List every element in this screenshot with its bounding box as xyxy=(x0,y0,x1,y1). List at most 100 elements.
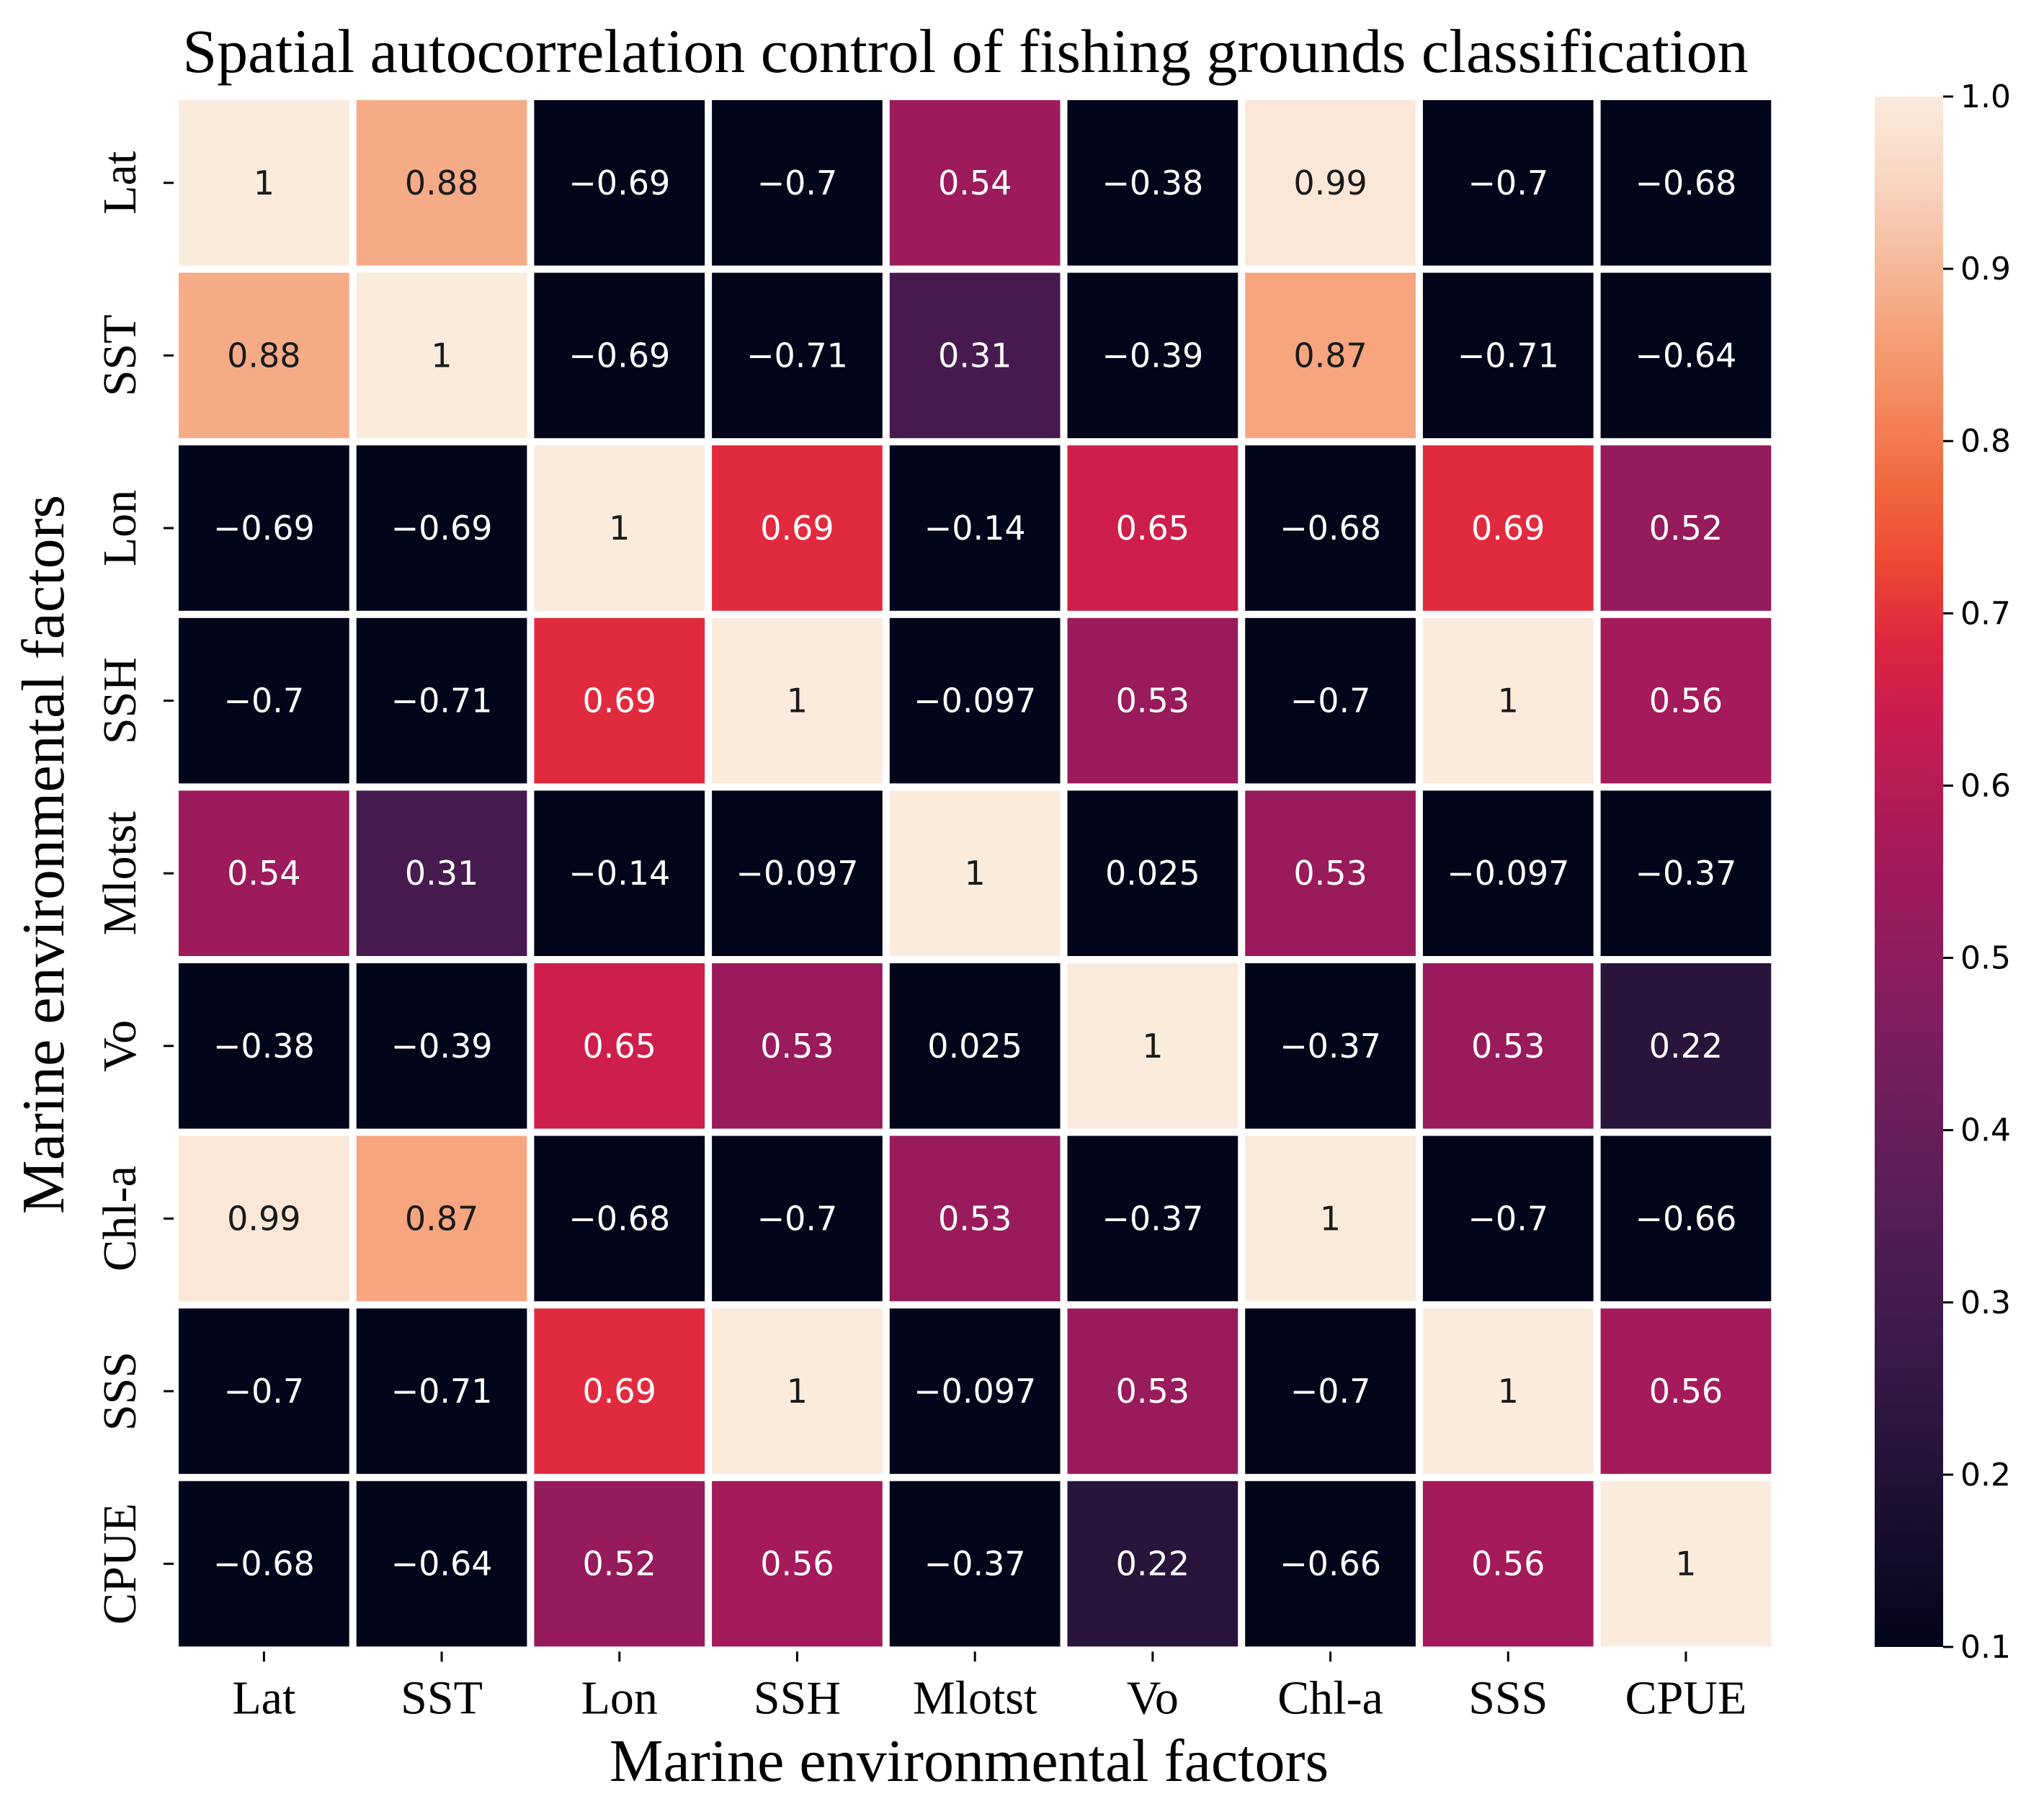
x-tick-label: SSH xyxy=(754,1671,841,1724)
heatmap-cell xyxy=(712,617,883,784)
cell-value-label: −0.097 xyxy=(914,1372,1036,1411)
colorbar-tick-label: 0.4 xyxy=(1960,1112,2011,1149)
y-axis-ticks: Lat SST Lon SSH Mlotst Vo Chl-a SSS CPUE xyxy=(94,151,174,1625)
heatmap-cell xyxy=(1422,100,1594,266)
cell-value-label: 0.88 xyxy=(405,164,478,202)
heatmap-cell xyxy=(1422,445,1594,611)
heatmap-cell xyxy=(534,100,705,266)
heatmap-cell xyxy=(1422,617,1594,784)
heatmap-cell xyxy=(179,272,349,439)
heatmap-cell xyxy=(889,617,1061,784)
cell-value-label: −0.68 xyxy=(1280,509,1381,548)
y-tick-label: Lat xyxy=(94,151,146,215)
heatmap-cell xyxy=(1067,963,1239,1129)
cell-value-label: 1 xyxy=(1675,1545,1696,1584)
cell-value-label: −0.66 xyxy=(1280,1545,1381,1584)
heatmap-cell xyxy=(1245,617,1416,784)
heatmap-cell xyxy=(179,790,349,956)
cell-value-label: −0.7 xyxy=(1468,1199,1548,1238)
cell-value-label: 0.56 xyxy=(1649,682,1723,720)
cell-value-label: −0.68 xyxy=(213,1545,315,1584)
heatmap-cell xyxy=(1422,1308,1594,1474)
cell-value-label: 0.53 xyxy=(760,1027,834,1066)
x-tick-label: Lon xyxy=(581,1671,658,1724)
heatmap-cell xyxy=(889,100,1061,266)
cell-value-label: −0.69 xyxy=(391,509,493,548)
heatmap-cell xyxy=(1245,445,1416,611)
heatmap-cell xyxy=(356,1308,527,1474)
chart-title: Spatial autocorrelation control of fishi… xyxy=(182,17,1748,86)
heatmap-cell xyxy=(1067,272,1239,439)
cell-value-label: −0.7 xyxy=(223,682,304,720)
colorbar-tick-label: 0.8 xyxy=(1960,423,2011,460)
cell-value-label: −0.7 xyxy=(1468,164,1548,202)
y-tick-label: Chl-a xyxy=(94,1166,146,1272)
cell-value-label: 0.025 xyxy=(927,1027,1022,1066)
heatmap-cell-labels: 1 0.88 −0.69 −0.7 0.54 −0.38 0.99 −0.7 −0.68 0.88… xyxy=(213,164,1737,1584)
cell-value-label: −0.39 xyxy=(1102,336,1203,375)
heatmap-cell xyxy=(712,445,883,611)
cell-value-label: 1 xyxy=(787,1372,808,1411)
cell-value-label: 0.22 xyxy=(1116,1545,1190,1584)
heatmap-cell xyxy=(356,100,527,266)
heatmap-cell xyxy=(1067,1481,1239,1647)
heatmap-cell xyxy=(712,790,883,956)
heatmap-cells xyxy=(179,100,1772,1647)
heatmap-cell xyxy=(1067,445,1239,611)
x-tick-label: Vo xyxy=(1127,1671,1179,1724)
colorbar-tick-label: 0.3 xyxy=(1960,1285,2011,1321)
x-tick-label: Chl-a xyxy=(1277,1671,1383,1724)
heatmap-cell xyxy=(1422,1481,1594,1647)
y-axis-title: Marine environmental factors xyxy=(10,495,77,1214)
cell-value-label: −0.39 xyxy=(391,1027,493,1066)
x-tick-label: CPUE xyxy=(1625,1671,1747,1724)
y-tick-label: CPUE xyxy=(94,1503,146,1625)
heatmap-cell xyxy=(534,790,705,956)
cell-value-label: 0.87 xyxy=(405,1199,478,1238)
heatmap-cell xyxy=(534,1481,705,1647)
heatmap-cell xyxy=(179,617,349,784)
heatmap-cell xyxy=(1600,1481,1772,1647)
cell-value-label: −0.7 xyxy=(1290,1372,1371,1411)
cell-value-label: 0.69 xyxy=(1471,509,1545,548)
heatmap-cell xyxy=(1245,100,1416,266)
heatmap-cell xyxy=(1600,617,1772,784)
heatmap-cell xyxy=(356,790,527,956)
cell-value-label: 0.54 xyxy=(227,854,300,893)
heatmap-cell xyxy=(1067,1308,1239,1474)
heatmap-cell xyxy=(356,617,527,784)
cell-value-label: 0.99 xyxy=(1293,164,1367,202)
heatmap-cell xyxy=(889,790,1061,956)
heatmap-cell xyxy=(1245,1135,1416,1302)
heatmap-cell xyxy=(356,963,527,1129)
cell-value-label: 1 xyxy=(609,509,630,548)
cell-value-label: −0.68 xyxy=(568,1199,670,1238)
cell-value-label: 0.56 xyxy=(760,1545,834,1584)
cell-value-label: −0.37 xyxy=(1280,1027,1381,1066)
x-tick-label: Mlotst xyxy=(913,1671,1037,1724)
cell-value-label: 1 xyxy=(1498,682,1519,720)
heatmap-cell xyxy=(534,1308,705,1474)
y-tick-label: SSH xyxy=(94,657,146,744)
cell-value-label: −0.64 xyxy=(1635,336,1736,375)
colorbar-tick-label: 0.5 xyxy=(1960,940,2011,977)
cell-value-label: 0.56 xyxy=(1471,1545,1545,1584)
cell-value-label: 0.025 xyxy=(1105,854,1200,893)
cell-value-label: 0.69 xyxy=(583,682,656,720)
cell-value-label: −0.69 xyxy=(568,336,670,375)
heatmap-cell xyxy=(889,1135,1061,1302)
heatmap-cell xyxy=(889,445,1061,611)
heatmap-cell xyxy=(1067,617,1239,784)
heatmap-cell xyxy=(889,963,1061,1129)
cell-value-label: 0.53 xyxy=(938,1199,1012,1238)
heatmap-cell xyxy=(1600,272,1772,439)
cell-value-label: 0.52 xyxy=(583,1545,656,1584)
x-tick-label: SST xyxy=(401,1671,483,1724)
colorbar-tick-label: 0.7 xyxy=(1960,595,2011,632)
cell-value-label: −0.38 xyxy=(213,1027,315,1066)
cell-value-label: −0.14 xyxy=(924,509,1026,548)
heatmap-cell xyxy=(179,1481,349,1647)
colorbar-tick-label: 0.1 xyxy=(1960,1629,2011,1666)
heatmap-cell xyxy=(712,1481,883,1647)
